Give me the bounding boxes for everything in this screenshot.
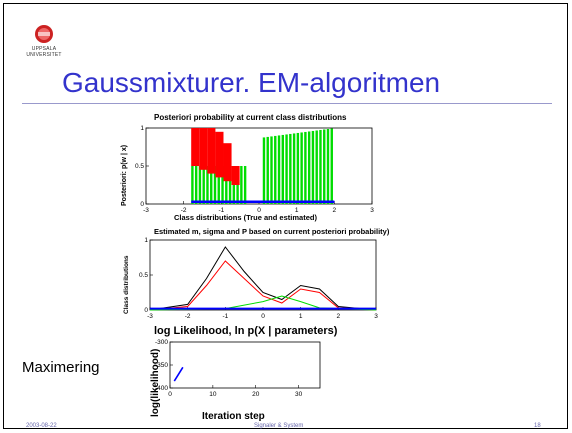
chart1-green-bar [206,166,209,204]
footer-date: 2003-08-22 [26,423,57,429]
chart1-xtick-label: -1 [218,207,224,214]
chart2-series-line [149,260,377,311]
chart2-xtick-label: -3 [147,313,153,320]
class-distributions-chart: Estimated m, sigma and P based on curren… [123,227,390,320]
chart1-green-bar [194,166,198,204]
slide-title: Gaussmixturer. EM-algoritmen [62,67,441,98]
chart1-xtick-label: -3 [143,207,149,214]
chart1-ytick-label: 0.5 [135,163,144,170]
chart1-green-bar [304,131,307,204]
chart3-xtick-label: 30 [295,391,303,398]
posterior-probability-chart: Posteriori probability at current class … [121,113,374,222]
chart1-green-bar [323,129,326,204]
chart1-green-bar [296,132,300,204]
chart2-series-line [149,246,377,311]
chart1-xtick-label: 1 [295,207,299,214]
chart2-xtick-label: 3 [374,313,378,320]
chart1-green-bar [270,136,273,204]
chart1-green-bar [319,129,322,204]
chart3-series-line [173,366,184,382]
chart1-green-bar [262,137,266,204]
chart1-green-bar [281,134,284,204]
chart3-xtick-label: 10 [209,391,217,398]
chart1-green-bar [326,128,330,204]
chart2-xtick-label: -2 [185,313,191,320]
chart3-frame [169,341,321,389]
chart1-green-bar [330,128,333,204]
chart1-green-bar [307,131,311,204]
university-seal-icon [35,25,53,43]
chart2-ytick-label: 0 [144,307,148,314]
chart1-green-bar [228,166,232,204]
chart1-green-bar [221,166,224,204]
chart1-frame [145,127,373,205]
chart1-green-bar [202,166,205,204]
chart3-ylabel: log(likelihood) [150,349,161,417]
chart3-ytick-label: -350 [155,362,168,369]
chart1-green-bar [198,166,202,204]
chart1-green-bar [225,166,228,204]
slide: UPPSALA UNIVERSITET Gaussmixturer. EM-al… [3,3,568,429]
university-logo: UPPSALA UNIVERSITET [24,23,64,59]
chart1-red-bar [215,131,224,178]
chart1-xtick-label: 3 [370,207,374,214]
chart1-green-bar [243,166,247,204]
chart2-xtick-label: 0 [261,313,265,320]
chart2-title: Estimated m, sigma and P based on curren… [154,227,390,236]
footer-page: 18 [534,423,541,429]
footer-center: Signaler & System [254,423,304,429]
chart1-green-bar [217,166,220,204]
chart1-red-bar [199,128,208,170]
chart3-xtick-label: 0 [168,391,172,398]
chart1-xtick-label: 0 [257,207,261,214]
chart1-ylabel: Posteriori: p(w | x) [121,145,128,206]
chart1-green-bar [210,166,213,204]
chart1-green-bar [277,135,281,204]
maximering-label: Maximering [22,359,100,376]
chart1-title: Posteriori probability at current class … [154,113,347,122]
chart2-frame [149,239,377,311]
chart3-ytick-label: -300 [155,339,168,346]
chart3-xtick-label: 20 [252,391,260,398]
chart3-xlabel: Iteration step [202,411,265,422]
chart2-ytick-label: 0.5 [139,272,148,279]
chart1-green-bar [240,166,243,204]
chart1-green-bar [274,135,277,204]
chart3-title: log Likelihood, ln p(X | parameters) [154,325,338,337]
chart1-green-bar [289,133,292,204]
logo-text-top: UPPSALA [31,46,57,52]
chart1-red-bar [231,166,240,185]
chart1-ytick-label: 1 [140,125,144,132]
chart3-ytick-label: -400 [155,385,168,392]
chart1-green-bar [213,166,217,204]
chart2-xtick-label: -1 [222,313,228,320]
chart1-red-bar [191,128,200,166]
chart1-xlabel: Class distributions (True and estimated) [174,213,317,222]
chart1-green-bar [292,133,296,204]
chart1-xtick-label: 2 [333,207,337,214]
chart1-red-bar [223,143,232,182]
chart1-green-bar [266,136,269,204]
logo-text-bottom: UNIVERSITET [26,52,62,58]
chart1-green-bar [311,130,315,204]
chart2-ylabel: Class distributions [123,255,130,314]
chart1-ytick-label: 0 [140,201,144,208]
chart1-green-bar [315,130,318,204]
chart1-red-bar [207,128,216,174]
chart2-xtick-label: 1 [299,313,303,320]
chart1-green-bar [285,134,288,204]
title-divider [22,103,552,104]
chart2-ytick-label: 1 [144,237,148,244]
chart1-green-bar [191,166,194,204]
chart1-green-bar [300,132,303,204]
chart1-xtick-label: -2 [181,207,187,214]
chart2-xtick-label: 2 [337,313,341,320]
log-likelihood-chart: log Likelihood, ln p(X | parameters) log… [150,325,338,422]
